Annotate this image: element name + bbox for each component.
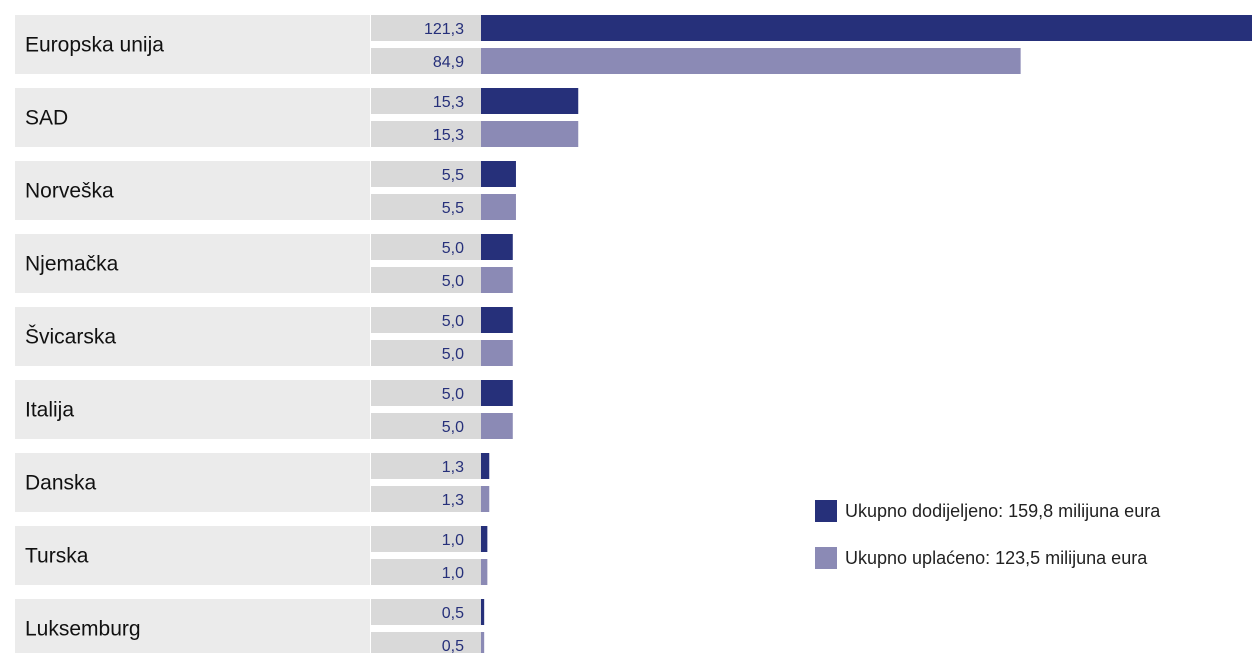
- bar-paid-norveska: [481, 194, 516, 220]
- category-label-bg-danska: [15, 453, 370, 512]
- value-label-paid-italija: 5,0: [442, 419, 464, 436]
- category-label-italija: Italija: [25, 399, 74, 422]
- category-label-bg-europska-unija: [15, 15, 370, 74]
- category-label-svicarska: Švicarska: [25, 326, 116, 349]
- category-label-bg-svicarska: [15, 307, 370, 366]
- legend-item-paid: Ukupno uplaćeno: 123,5 milijuna eura: [815, 545, 1160, 571]
- category-label-luksemburg: Luksemburg: [25, 618, 141, 641]
- value-label-allocated-italija: 5,0: [442, 386, 464, 403]
- value-cell-paid-svicarska: [371, 340, 481, 366]
- value-cell-paid-norveska: [371, 194, 481, 220]
- value-cell-allocated-turska: [371, 526, 481, 552]
- value-label-paid-norveska: 5,5: [442, 200, 464, 217]
- value-label-allocated-sad: 15,3: [433, 94, 464, 111]
- bar-paid-danska: [481, 486, 490, 512]
- legend-label-allocated: Ukupno dodijeljeno: 159,8 milijuna eura: [845, 500, 1161, 521]
- category-label-bg-norveska: [15, 161, 370, 220]
- value-cell-allocated-njemacka: [371, 234, 481, 260]
- value-cell-paid-danska: [371, 486, 481, 512]
- legend: Ukupno dodijeljeno: 159,8 milijuna eura …: [815, 498, 1160, 592]
- value-cell-allocated-svicarska: [371, 307, 481, 333]
- value-label-allocated-svicarska: 5,0: [442, 313, 464, 330]
- value-cell-allocated-europska-unija: [371, 15, 481, 41]
- value-cell-paid-sad: [371, 121, 481, 147]
- value-label-paid-sad: 15,3: [433, 127, 464, 144]
- category-label-turska: Turska: [25, 545, 89, 568]
- category-label-europska-unija: Europska unija: [25, 34, 164, 57]
- value-label-paid-luksemburg: 0,5: [442, 638, 464, 653]
- value-label-allocated-danska: 1,3: [442, 459, 464, 476]
- bar-allocated-njemacka: [481, 234, 513, 260]
- value-cell-paid-europska-unija: [371, 48, 481, 74]
- value-cell-paid-turska: [371, 559, 481, 585]
- bar-allocated-luksemburg: [481, 599, 485, 625]
- category-label-norveska: Norveška: [25, 180, 114, 203]
- category-label-sad: SAD: [25, 107, 68, 130]
- bar-allocated-turska: [481, 526, 488, 552]
- value-label-paid-svicarska: 5,0: [442, 346, 464, 363]
- value-label-allocated-europska-unija: 121,3: [424, 21, 464, 38]
- category-label-bg-turska: [15, 526, 370, 585]
- value-label-allocated-norveska: 5,5: [442, 167, 464, 184]
- value-cell-allocated-norveska: [371, 161, 481, 187]
- value-label-allocated-turska: 1,0: [442, 532, 464, 549]
- bar-paid-turska: [481, 559, 488, 585]
- bar-allocated-norveska: [481, 161, 516, 187]
- category-label-bg-italija: [15, 380, 370, 439]
- value-cell-allocated-sad: [371, 88, 481, 114]
- legend-swatch-allocated: [815, 500, 837, 522]
- bar-allocated-sad: [481, 88, 579, 114]
- bar-paid-njemacka: [481, 267, 513, 293]
- value-label-paid-njemacka: 5,0: [442, 273, 464, 290]
- value-cell-paid-njemacka: [371, 267, 481, 293]
- bar-paid-sad: [481, 121, 579, 147]
- value-cell-paid-luksemburg: [371, 632, 481, 653]
- value-cell-allocated-danska: [371, 453, 481, 479]
- category-label-bg-njemacka: [15, 234, 370, 293]
- value-label-allocated-luksemburg: 0,5: [442, 605, 464, 622]
- bar-paid-europska-unija: [481, 48, 1021, 74]
- bar-allocated-europska-unija: [481, 15, 1252, 41]
- value-label-paid-turska: 1,0: [442, 565, 464, 582]
- bar-allocated-italija: [481, 380, 513, 406]
- bar-paid-luksemburg: [481, 632, 485, 653]
- legend-item-allocated: Ukupno dodijeljeno: 159,8 milijuna eura: [815, 498, 1160, 524]
- bar-allocated-danska: [481, 453, 490, 479]
- value-label-allocated-njemacka: 5,0: [442, 240, 464, 257]
- category-label-njemacka: Njemačka: [25, 253, 119, 276]
- bar-allocated-svicarska: [481, 307, 513, 333]
- legend-label-paid: Ukupno uplaćeno: 123,5 milijuna eura: [845, 547, 1148, 568]
- category-label-bg-luksemburg: [15, 599, 370, 653]
- value-label-paid-danska: 1,3: [442, 492, 464, 509]
- category-label-bg-sad: [15, 88, 370, 147]
- value-label-paid-europska-unija: 84,9: [433, 54, 464, 71]
- value-cell-paid-italija: [371, 413, 481, 439]
- bar-paid-italija: [481, 413, 513, 439]
- legend-swatch-paid: [815, 547, 837, 569]
- value-cell-allocated-luksemburg: [371, 599, 481, 625]
- value-cell-allocated-italija: [371, 380, 481, 406]
- bar-paid-svicarska: [481, 340, 513, 366]
- category-label-danska: Danska: [25, 472, 97, 495]
